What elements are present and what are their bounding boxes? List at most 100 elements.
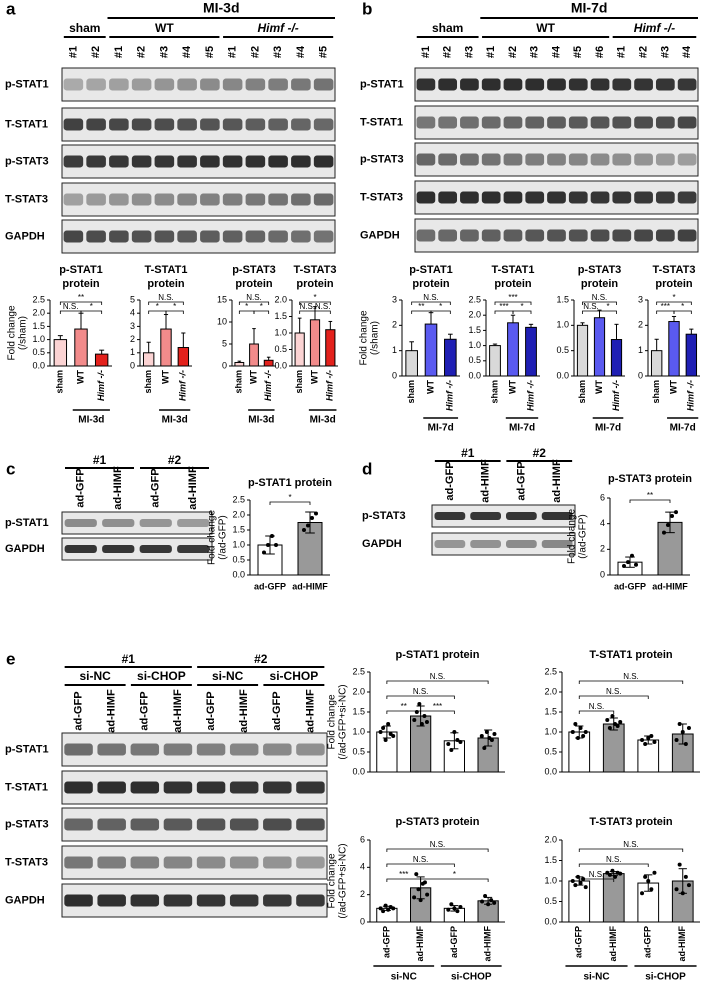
data-point (418, 898, 423, 903)
data-point (412, 895, 417, 900)
sig-label: *** (433, 702, 442, 711)
blot-band (109, 118, 129, 131)
chart-title: p-STAT3 (578, 264, 622, 276)
row-label: p-STAT3 (5, 818, 49, 830)
lane-label: ad-GFP (271, 691, 283, 730)
x-tick-label: Himf -/- (178, 370, 188, 401)
data-point (674, 510, 678, 515)
blot-band (438, 153, 458, 166)
blot-band (291, 78, 311, 91)
y-tick-label: 1.5 (544, 706, 557, 716)
blot-band (131, 193, 152, 206)
blot-band (64, 545, 97, 553)
bar (685, 333, 698, 377)
sig-bracket (582, 310, 600, 314)
sig-label: N.S. (158, 293, 174, 302)
lane-label: #6 (594, 46, 606, 58)
blot-strip (61, 107, 336, 142)
blot-band (86, 78, 106, 91)
x-tick-label: ad-HIMF (608, 926, 618, 962)
blot-band (655, 191, 675, 204)
blot-band (313, 193, 334, 206)
blot-band (590, 116, 610, 129)
sig-bracket (59, 301, 103, 305)
sig-label: N.S. (413, 855, 429, 864)
blot-band (438, 229, 458, 242)
bar (525, 326, 537, 377)
blot-band (525, 191, 545, 204)
lane-group: #1 (93, 453, 107, 467)
bar (160, 328, 172, 367)
blot-band (438, 116, 458, 129)
y-tick-label: 2.5 (544, 666, 557, 676)
blot-band (97, 894, 126, 907)
row-label: p-STAT1 (360, 78, 404, 90)
blot-band (63, 193, 84, 206)
blot-band (313, 230, 334, 243)
y-tick-label: 10 (217, 316, 227, 326)
sig-bracket (80, 310, 103, 314)
data-point (414, 872, 419, 877)
data-point (607, 872, 612, 877)
sig-bracket (578, 878, 615, 882)
data-point (386, 907, 391, 912)
chart-title: T-STAT3 protein (589, 816, 673, 828)
lane-group: #1 (122, 652, 136, 666)
chart-title: T-STAT3 (294, 264, 337, 276)
data-point (634, 562, 638, 567)
sig-bracket (656, 301, 692, 305)
lane-label: ad-GFP (150, 468, 162, 507)
data-point (262, 550, 266, 555)
lane-label: #1 (616, 46, 628, 58)
data-point (674, 738, 679, 742)
sig-bracket (420, 710, 455, 714)
blot-band (541, 540, 573, 548)
y-tick-label: 1.5 (556, 294, 569, 304)
lane-subgroup: si-NC (212, 669, 244, 683)
row-label: T-STAT3 (360, 191, 403, 203)
blot-band (177, 230, 197, 243)
data-point (652, 870, 657, 875)
y-tick-label: 1.5 (274, 311, 287, 321)
blot-band (612, 153, 632, 166)
category-group: MI-7d (595, 423, 621, 434)
data-point (683, 874, 688, 879)
row-label: GAPDH (362, 538, 402, 550)
y-axis-label: (/sham) (370, 321, 381, 355)
lane-label: #1 (485, 46, 497, 58)
blot-band (109, 230, 129, 243)
chart-title: T-STAT1 protein (589, 649, 673, 661)
data-point (449, 748, 454, 752)
blot-band (291, 155, 311, 168)
y-axis-label: (/ad-GFP+si-NC) (338, 843, 349, 918)
y-tick-label: 0.5 (544, 746, 557, 756)
lane-label: #2 (90, 46, 102, 58)
y-tick-label: 1.0 (544, 726, 557, 736)
x-tick-label: WT (248, 370, 258, 384)
sig-label: * (173, 302, 176, 311)
y-tick-label: 1.5 (232, 524, 245, 534)
lane-label: #4 (181, 45, 193, 58)
data-point (274, 543, 278, 547)
row-label: p-STAT1 (5, 78, 49, 90)
blot-band (568, 116, 588, 129)
blot-band (86, 230, 106, 243)
sig-label: N.S. (592, 293, 608, 302)
data-point (666, 522, 670, 527)
blot-band (177, 545, 210, 553)
y-tick-label: 2.0 (352, 686, 365, 696)
y-tick-label: 0.5 (544, 896, 557, 906)
blot-band (200, 78, 220, 91)
y-tick-label: 1.0 (232, 539, 245, 549)
sig-label: N.S. (589, 702, 605, 711)
data-point (578, 881, 583, 886)
lane-label: #4 (295, 45, 307, 58)
lane-label: ad-HIMF (551, 459, 563, 503)
blot-strip (61, 67, 336, 102)
sig-bracket (578, 863, 649, 867)
blot-band (97, 856, 126, 869)
row-label: p-STAT3 (5, 155, 49, 167)
y-tick-label: 1.0 (32, 334, 45, 344)
bar (668, 321, 680, 377)
bar (294, 332, 305, 367)
